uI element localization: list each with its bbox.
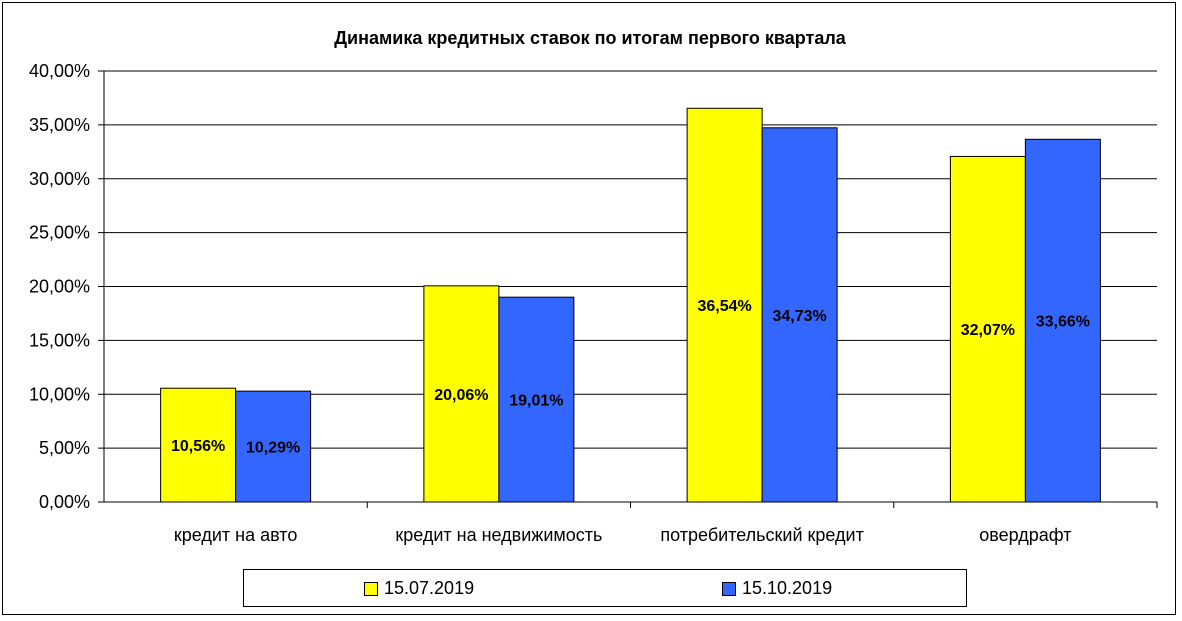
y-tick-label: 40,00% (29, 61, 90, 81)
legend-item-series-2: 15.10.2019 (722, 578, 832, 599)
bar (423, 285, 500, 503)
y-tick-label: 15,00% (29, 330, 90, 350)
x-category-label: потребительский кредит (660, 525, 863, 545)
bar (686, 107, 763, 503)
data-label: 20,06% (434, 387, 488, 404)
data-label: 36,54% (697, 298, 751, 315)
legend-label-series-2: 15.10.2019 (742, 578, 833, 598)
x-category-label: кредит на недвижимость (395, 525, 602, 545)
y-tick-label: 5,00% (39, 438, 90, 458)
data-label: 19,01% (509, 393, 563, 410)
x-category-label: овердрафт (979, 525, 1071, 545)
data-label: 32,07% (961, 322, 1015, 339)
data-label: 33,66% (1036, 314, 1090, 331)
y-tick-label: 30,00% (29, 169, 90, 189)
bar (761, 127, 838, 503)
bar (235, 390, 312, 503)
data-label: 10,56% (171, 438, 225, 455)
labels: 0,00% 5,00% 10,00% 15,00% 20,00% 25,00% 30,00%… (29, 61, 1090, 545)
bar (949, 155, 1026, 503)
bar (1024, 138, 1101, 503)
axes (98, 70, 1158, 508)
data-label: 34,73% (772, 308, 826, 325)
chart-title: Динамика кредитных ставок по итогам перв… (334, 28, 846, 48)
y-tick-label: 20,00% (29, 277, 90, 297)
bar (498, 296, 575, 503)
legend: 15.07.2019 15.10.2019 (243, 569, 967, 607)
bars (160, 107, 1101, 503)
legend-label-series-1: 15.07.2019 (384, 578, 475, 598)
legend-swatch-series-1 (364, 581, 378, 596)
y-tick-label: 0,00% (39, 492, 90, 512)
y-tick-label: 10,00% (29, 384, 90, 404)
y-tick-label: 35,00% (29, 115, 90, 135)
data-label: 10,29% (246, 440, 300, 457)
x-category-label: кредит на авто (174, 525, 298, 545)
legend-swatch-series-2 (722, 581, 736, 596)
y-tick-label: 25,00% (29, 223, 90, 243)
legend-item-series-1: 15.07.2019 (364, 578, 474, 599)
